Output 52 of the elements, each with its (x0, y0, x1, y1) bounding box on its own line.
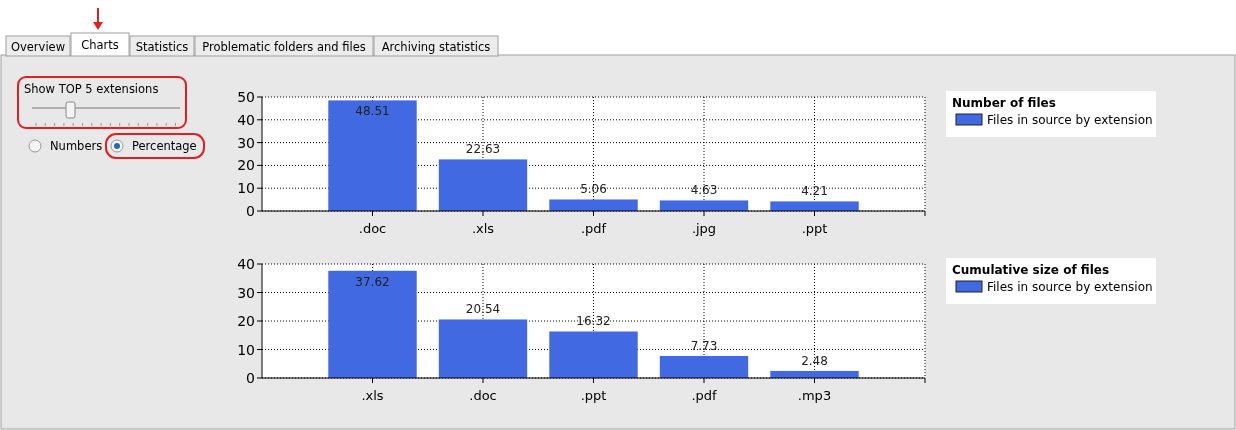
bar (328, 100, 417, 211)
y-tick-label: 30 (237, 284, 255, 301)
data-label: 2.48 (801, 353, 828, 368)
text: Percentage (132, 139, 197, 153)
y-tick-label: 40 (237, 111, 255, 128)
y-tick-label: 0 (246, 203, 255, 219)
y-tick-label: 30 (237, 134, 255, 151)
bar (549, 331, 638, 378)
x-tick-label: .jpg (691, 221, 717, 236)
bar (659, 200, 749, 211)
text: Show TOP 5 extensions (24, 82, 159, 96)
data-label: 16.32 (576, 314, 611, 329)
x-tick-label: .xls (471, 221, 495, 236)
y-tick-label: 10 (237, 180, 255, 197)
y-tick-label: 50 (237, 89, 255, 105)
bar (438, 319, 528, 378)
x-tick-label: .ppt (580, 388, 607, 403)
y-tick-label: 20 (237, 157, 255, 174)
x-tick-label: .mp3 (797, 388, 832, 403)
data-label: 20.54 (465, 302, 501, 317)
data-label: 5.06 (580, 182, 607, 197)
text: Problematic folders and files (202, 40, 366, 54)
y-tick-label: 10 (237, 341, 255, 358)
x-tick-label: .xls (361, 388, 384, 403)
x-tick-label: .doc (469, 388, 497, 403)
legend-label: Files in source by extension (987, 280, 1153, 294)
data-label: 48.51 (355, 104, 390, 119)
x-tick-label: .pdf (580, 221, 607, 236)
data-label: 4.21 (801, 184, 828, 199)
legend-title: Cumulative size of files (952, 263, 1110, 277)
text: Statistics (135, 40, 189, 54)
y-tick-label: 20 (237, 313, 255, 329)
bar (770, 201, 859, 211)
legend-title: Number of files (952, 96, 1056, 110)
data-label: 37.62 (355, 274, 390, 289)
data-label: 7.73 (690, 338, 718, 353)
bar (659, 355, 749, 378)
x-tick-label: .pdf (691, 388, 718, 403)
text: Charts (81, 38, 119, 52)
x-tick-label: .doc (358, 221, 387, 236)
text: Overview (10, 40, 66, 54)
text: Numbers (50, 139, 103, 153)
bar (328, 270, 417, 378)
x-tick-label: .ppt (801, 221, 828, 236)
y-tick-label: 0 (246, 370, 255, 386)
bar (438, 159, 528, 211)
data-label: 4.63 (690, 183, 718, 198)
bar (549, 199, 638, 211)
text: Archiving statistics (381, 40, 491, 54)
y-tick-label: 40 (237, 256, 255, 272)
legend-label: Files in source by extension (987, 113, 1153, 127)
data-label: 22.63 (465, 142, 501, 157)
